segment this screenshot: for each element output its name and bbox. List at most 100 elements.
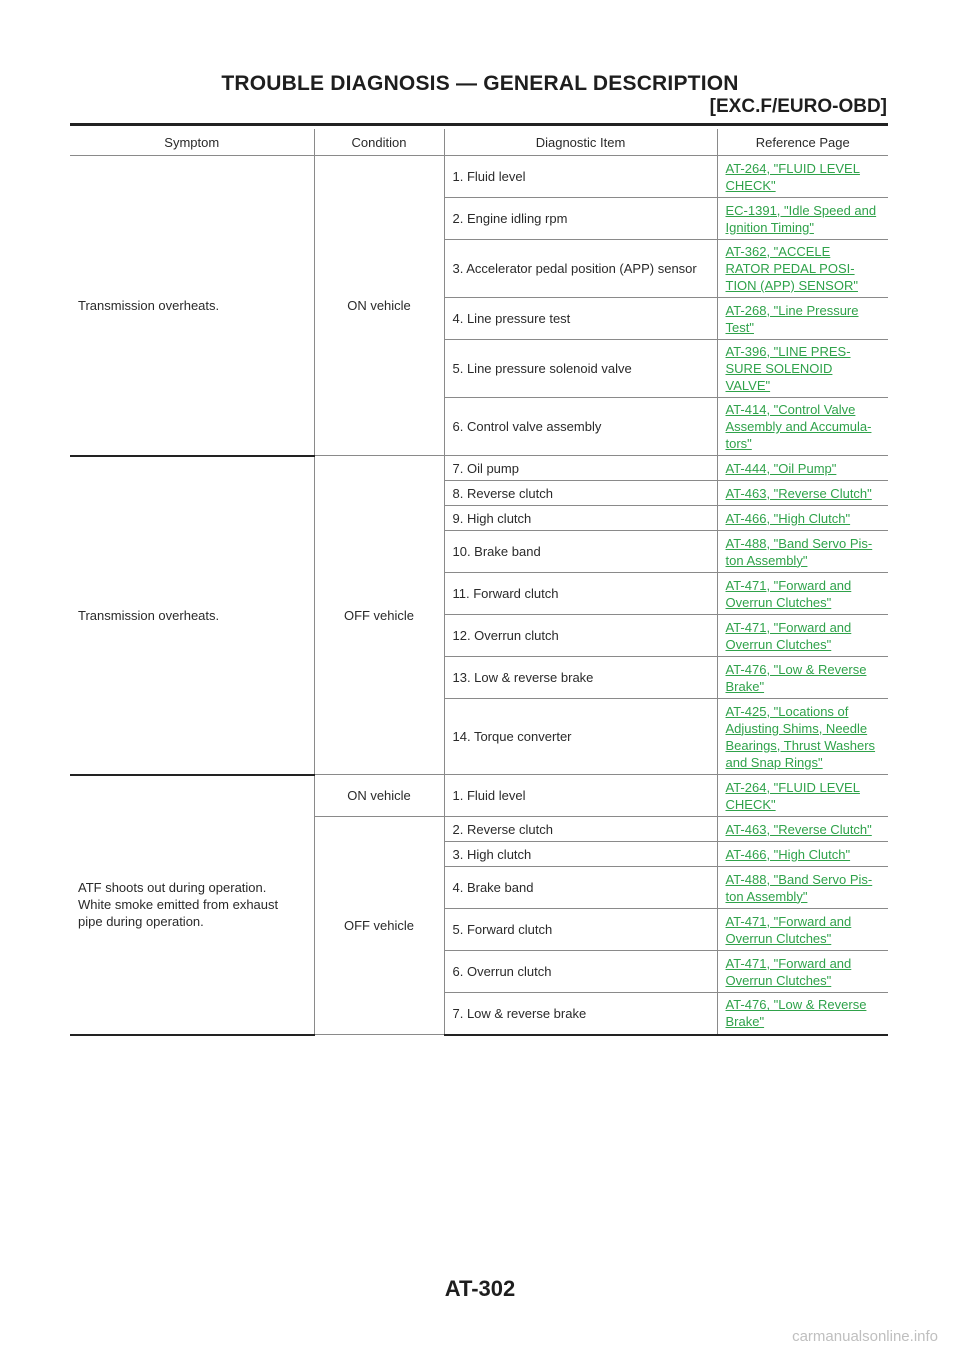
table-row: 13. Low & reverse brake AT-476, "Low & Re… [70,656,888,699]
reference-link[interactable]: AT-463, "Reverse Clutch" [725,821,872,837]
reference-link[interactable]: Assembly and Accumula- [725,419,872,434]
reference-link[interactable]: AT-362, "ACCELE [725,244,831,259]
diagnostic-item-cell: 2. Engine idling rpm [443,197,717,240]
reference-page-cell: AT-463, "Reverse Clutch" [716,480,888,506]
reference-link[interactable]: AT-414, "Control Valve [725,402,856,417]
reference-link[interactable]: Overrun Clutches" [725,930,832,946]
reference-page-cell: AT-425, "Locations of Adjusting Shims, N… [716,698,888,775]
reference-page-cell: AT-488, "Band Servo Pis-ton Assembly" [716,866,888,909]
reference-link[interactable]: Brake" [725,678,765,694]
table-row: 11. Forward clutch AT-471, "Forward and O… [70,572,888,615]
reference-link[interactable]: VALVE" [725,378,771,393]
reference-page-cell: AT-264, "FLUID LEVEL CHECK" [716,774,888,817]
reference-link[interactable]: ton Assembly" [725,888,808,904]
reference-link[interactable]: ton Assembly" [725,552,808,568]
diagnostic-item-cell: 13. Low & reverse brake [443,656,717,699]
reference-link[interactable]: AT-425, "Locations of [725,703,849,719]
reference-link[interactable]: Bearings, Thrust Washers [725,737,876,753]
column-header-reference-page: Reference Page [716,129,888,156]
diagnostic-item-cell: 9. High clutch [443,505,717,531]
reference-link[interactable]: Ignition Timing" [725,219,814,235]
reference-link[interactable]: AT-476, "Low & Reverse [725,661,867,677]
reference-page-cell: AT-268, "Line Pressure Test" [716,297,888,340]
reference-link[interactable]: RATOR PEDAL POSI- [725,261,855,276]
reference-link[interactable]: AT-476, "Low & Reverse [725,997,867,1013]
reference-link[interactable]: AT-471, "Forward and [725,577,852,593]
reference-link[interactable]: AT-488, "Band Servo Pis- [725,535,873,551]
reference-link[interactable]: AT-466, "High Clutch" [725,510,851,526]
page-number: AT-302 [444,1276,516,1301]
table-row: 7. Low & reverse brake AT-476, "Low & Rev… [70,992,888,1036]
reference-page-cell: AT-471, "Forward and Overrun Clutches" [716,908,888,951]
reference-link[interactable]: CHECK" [725,177,776,193]
watermark: carmanualsonline.info [792,1328,938,1345]
reference-link[interactable]: AT-488, "Band Servo Pis- [725,871,873,887]
reference-page-cell: AT-466, "High Clutch" [716,505,888,531]
reference-link[interactable]: TION (APP) SENSOR" [725,278,858,293]
reference-link[interactable]: Overrun Clutches" [725,636,832,652]
table-row: 6. Control valve assembly AT-414, "Contro… [70,397,888,456]
diagnostic-item-cell: 14. Torque converter [443,698,717,775]
reference-link[interactable]: SURE SOLENOID [725,361,833,376]
reference-link[interactable]: EC-1391, "Idle Speed and [725,202,877,218]
reference-link[interactable]: AT-466, "High Clutch" [725,846,851,862]
page-title: TROUBLE DIAGNOSIS — GENERAL DESCRIPTION [221,72,739,95]
table-row: 3. High clutch AT-466, "High Clutch" [70,841,888,867]
column-header-symptom: Symptom [70,129,314,156]
reference-link[interactable]: AT-444, "Oil Pump" [725,460,837,476]
reference-link[interactable]: AT-396, "LINE PRES- [725,344,851,359]
reference-link[interactable]: AT-471, "Forward and [725,955,852,971]
reference-link[interactable]: AT-471, "Forward and [725,619,852,635]
diagnostic-item-cell: 3. High clutch [443,841,717,867]
reference-link[interactable]: AT-463, "Reverse Clutch" [725,485,872,501]
diagnostic-item-cell: 12. Overrun clutch [443,614,717,657]
table-row: 5. Forward clutch AT-471, "Forward and Ov… [70,908,888,951]
reference-link[interactable]: Brake" [725,1014,765,1030]
column-header-diagnostic-item: Diagnostic Item [443,129,717,156]
reference-page-cell: AT-471, "Forward and Overrun Clutches" [716,572,888,615]
reference-link[interactable]: Overrun Clutches" [725,594,832,610]
table-row: ATF shoots out during operation. White sm… [70,774,888,1036]
reference-page-cell: AT-414, "Control Valve Assembly and Accu… [716,397,888,456]
diagnostic-item-cell: 11. Forward clutch [443,572,717,615]
reference-link[interactable]: AT-264, "FLUID LEVEL [725,779,860,795]
table-row: 3. Accelerator pedal position (APP) sens… [70,239,888,298]
condition-cell: ON vehicle [313,774,444,817]
symptom-cell: Transmission overheats. [70,155,314,457]
reference-link[interactable]: Test" [725,319,754,335]
reference-link[interactable]: AT-268, "Line Pressure [725,302,859,318]
diagnostic-item-cell: 3. Accelerator pedal position (APP) sens… [443,239,717,298]
table-row: 10. Brake band AT-488, "Band Servo Pis-to… [70,530,888,573]
reference-link[interactable]: Adjusting Shims, Needle [725,720,868,736]
table-row: 9. High clutch AT-466, "High Clutch" [70,505,888,531]
symptom-cell: ATF shoots out during operation. White sm… [70,774,314,1036]
diagnostic-item-cell: 4. Line pressure test [443,297,717,340]
reference-link[interactable]: CHECK" [725,796,776,812]
reference-page-cell: EC-1391, "Idle Speed and Ignition Timing… [716,197,888,240]
symptom-cell: Transmission overheats. [70,455,314,776]
reference-page-cell: AT-488, "Band Servo Pis-ton Assembly" [716,530,888,573]
diagnostic-item-cell: 4. Brake band [443,866,717,909]
table-row: 4. Line pressure test AT-268, "Line Press… [70,297,888,340]
reference-link[interactable]: and Snap Rings" [725,754,823,770]
diagnostic-item-cell: 6. Control valve assembly [443,397,717,456]
reference-page-cell: AT-444, "Oil Pump" [716,455,888,481]
reference-page-cell: AT-471, "Forward and Overrun Clutches" [716,950,888,993]
diagnostic-item-cell: 7. Oil pump [443,455,717,481]
diagnosis-table: Symptom Condition Diagnostic Item Refere… [70,129,888,1036]
condition-cell: OFF vehicle [313,816,444,1035]
reference-page-cell: AT-362, "ACCELE RATOR PEDAL POSI- TION (A… [716,239,888,298]
table-row: 2. Engine idling rpm EC-1391, "Idle Speed… [70,197,888,240]
reference-link[interactable]: Overrun Clutches" [725,972,832,988]
reference-page-cell: AT-264, "FLUID LEVEL CHECK" [716,155,888,198]
table-row: Transmission overheats. OFF vehicle 7. Oil… [70,455,888,776]
reference-link[interactable]: AT-471, "Forward and [725,913,852,929]
reference-link[interactable]: AT-264, "FLUID LEVEL [725,160,860,176]
reference-page-cell: AT-463, "Reverse Clutch" [716,816,888,842]
diagnostic-item-cell: 7. Low & reverse brake [443,992,717,1036]
reference-link[interactable]: tors" [725,436,752,451]
condition-cell: ON vehicle [313,155,444,456]
diagnostic-item-cell: 6. Overrun clutch [443,950,717,993]
diagnostic-item-cell: 5. Forward clutch [443,908,717,951]
table-row: OFF vehicle 2. Reverse clutch AT-463, "Rev… [70,816,888,1035]
